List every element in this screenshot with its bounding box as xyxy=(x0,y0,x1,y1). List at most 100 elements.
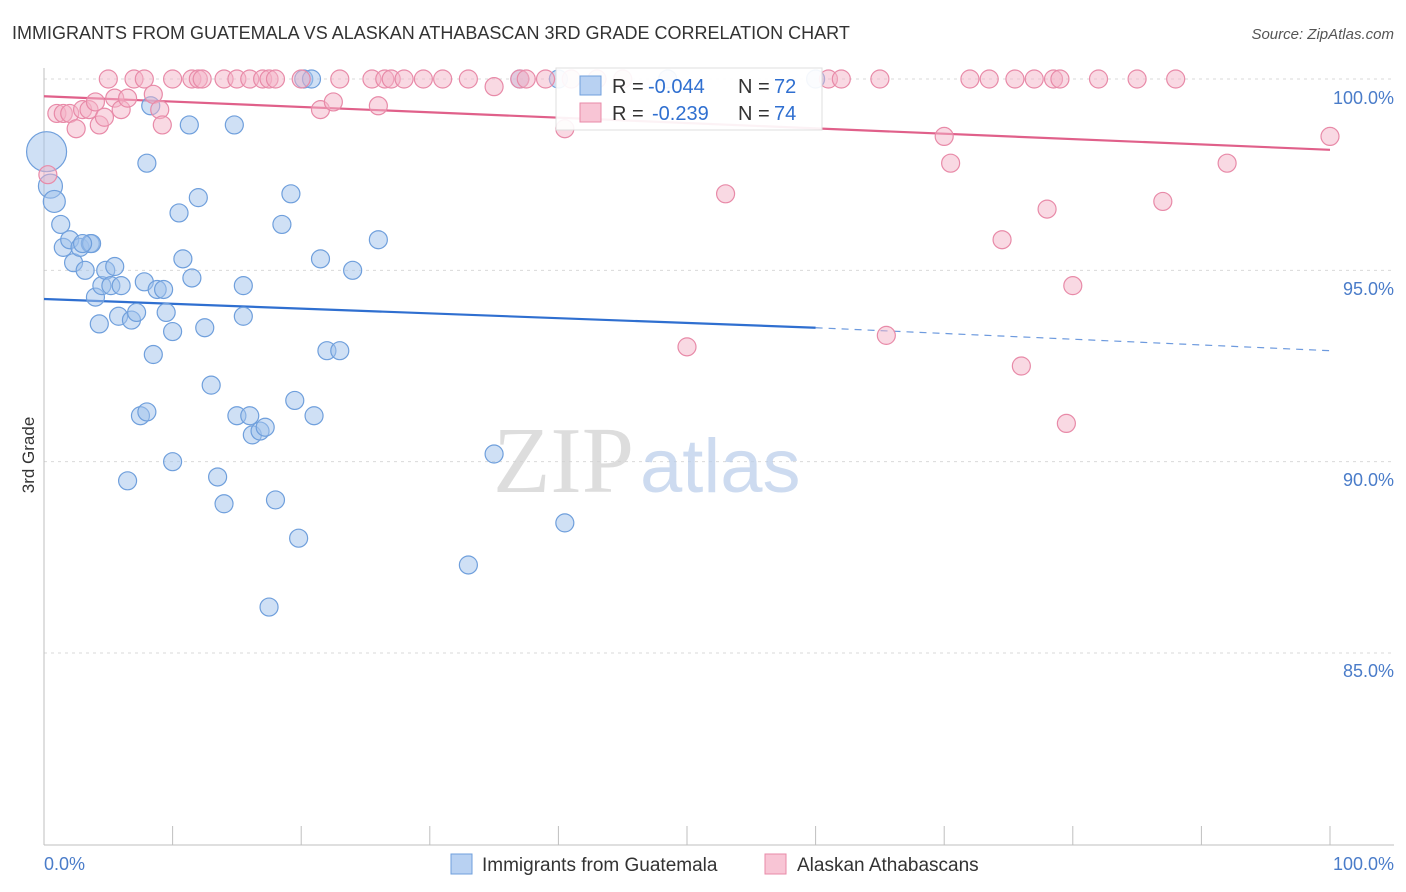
watermark-zip: ZIP xyxy=(493,409,634,513)
point-guatemala xyxy=(169,203,189,223)
point-athabascan xyxy=(94,107,115,127)
point-athabascan xyxy=(1005,69,1025,89)
point-athabascan xyxy=(330,69,350,89)
point-athabascan xyxy=(152,115,172,135)
point-guatemala xyxy=(143,344,163,365)
point-guatemala xyxy=(255,417,275,437)
legend-label-guatemala: Immigrants from Guatemala xyxy=(482,855,718,876)
point-athabascan xyxy=(291,69,311,89)
point-athabascan xyxy=(934,126,954,146)
point-athabascan xyxy=(1127,69,1147,89)
point-athabascan xyxy=(323,92,343,112)
point-guatemala xyxy=(163,452,183,472)
point-athabascan xyxy=(85,92,106,112)
point-athabascan xyxy=(1088,69,1109,89)
point-guatemala xyxy=(105,256,125,277)
point-athabascan xyxy=(870,69,890,89)
point-athabascan xyxy=(535,69,556,89)
trend-line-guatemala-extension xyxy=(815,327,1331,352)
stats-n-label-2: N = xyxy=(738,103,770,125)
point-guatemala xyxy=(310,249,331,269)
point-guatemala xyxy=(126,302,147,323)
point-guatemala xyxy=(265,490,286,510)
stats-n-label-1: N = xyxy=(738,76,770,98)
point-guatemala xyxy=(111,276,131,296)
point-guatemala xyxy=(117,471,138,491)
point-guatemala xyxy=(285,390,305,411)
point-athabascan xyxy=(1320,126,1340,146)
point-athabascan xyxy=(831,69,851,89)
point-guatemala xyxy=(163,321,183,342)
trend-line-guatemala xyxy=(43,297,816,329)
point-athabascan xyxy=(265,69,286,89)
point-athabascan xyxy=(394,69,414,89)
point-guatemala xyxy=(89,314,109,334)
point-athabascan xyxy=(458,69,478,89)
legend-label-athabascan: Alaskan Athabascans xyxy=(797,855,979,876)
point-guatemala xyxy=(233,276,253,296)
point-guatemala xyxy=(289,528,309,548)
point-athabascan xyxy=(715,184,736,204)
point-athabascan xyxy=(1217,153,1237,173)
chart-source: Source: ZipAtlas.com xyxy=(1251,26,1394,43)
stats-r-value-2: -0.239 xyxy=(652,103,709,125)
point-athabascan xyxy=(992,230,1012,250)
point-guatemala xyxy=(179,115,199,135)
point-athabascan xyxy=(1037,199,1057,219)
point-guatemala xyxy=(153,279,174,300)
point-athabascan xyxy=(117,88,138,108)
y-axis-label: 3rd Grade xyxy=(19,417,38,494)
point-guatemala xyxy=(173,249,193,269)
point-athabascan xyxy=(1024,69,1044,89)
gridlines xyxy=(44,78,1394,654)
stats-swatch-blue xyxy=(579,75,602,96)
point-guatemala xyxy=(75,260,95,280)
stats-r-label-1: R = xyxy=(612,76,644,98)
point-guatemala xyxy=(156,302,176,323)
point-guatemala xyxy=(343,260,363,280)
point-guatemala xyxy=(555,513,575,533)
point-guatemala xyxy=(72,233,93,254)
point-athabascan xyxy=(66,119,86,139)
point-guatemala xyxy=(281,184,301,204)
point-athabascan xyxy=(368,96,388,116)
chart-title: IMMIGRANTS FROM GUATEMALA VS ALASKAN ATH… xyxy=(12,23,850,43)
point-guatemala xyxy=(137,402,157,422)
point-athabascan xyxy=(163,69,183,89)
point-guatemala xyxy=(272,214,292,235)
x-tick-label: 0.0% xyxy=(44,854,85,874)
point-athabascan xyxy=(413,69,433,89)
point-athabascan xyxy=(960,69,980,89)
point-guatemala xyxy=(195,318,215,338)
stats-swatch-pink xyxy=(579,102,602,123)
stats-box: R = -0.044 N = 72 R = -0.239 N = 74 xyxy=(555,67,823,131)
point-guatemala xyxy=(201,375,221,395)
point-guatemala xyxy=(224,115,244,135)
y-tick-label: 90.0% xyxy=(1343,470,1394,490)
point-guatemala xyxy=(137,153,157,173)
point-athabascan xyxy=(38,165,58,185)
point-athabascan xyxy=(134,69,154,89)
legend: Immigrants from Guatemala Alaskan Athaba… xyxy=(450,853,979,876)
point-guatemala xyxy=(182,268,202,288)
watermark: ZIP atlas xyxy=(493,409,801,513)
point-guatemala xyxy=(330,341,350,361)
point-athabascan xyxy=(1050,69,1070,89)
point-athabascan xyxy=(1011,356,1031,376)
point-guatemala xyxy=(214,494,234,514)
y-tick-label: 95.0% xyxy=(1343,279,1394,299)
point-guatemala xyxy=(259,597,279,617)
point-guatemala xyxy=(42,189,66,214)
x-tick-label: 100.0% xyxy=(1333,854,1394,874)
point-athabascan xyxy=(192,69,212,89)
stats-r-value-1: -0.044 xyxy=(648,76,705,98)
legend-swatch-guatemala xyxy=(450,853,473,875)
point-athabascan xyxy=(516,69,536,89)
point-athabascan xyxy=(98,69,118,89)
point-athabascan xyxy=(677,337,697,357)
point-guatemala xyxy=(368,230,388,250)
point-athabascan xyxy=(941,153,961,173)
point-guatemala xyxy=(240,406,260,426)
point-guatemala xyxy=(51,214,71,235)
